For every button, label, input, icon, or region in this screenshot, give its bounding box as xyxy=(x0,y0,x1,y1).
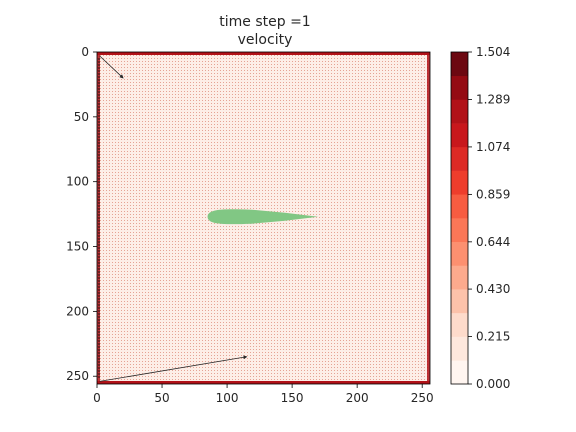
colorbar-tick-label: 1.074 xyxy=(476,140,510,154)
colorbar-bands xyxy=(451,52,468,385)
y-tick-label: 200 xyxy=(66,304,89,318)
colorbar-tick-label: 1.504 xyxy=(476,45,510,59)
y-tick-label: 250 xyxy=(66,369,89,383)
chart-title-line-2: velocity xyxy=(238,32,293,48)
x-tick-label: 0 xyxy=(93,391,101,405)
plot-frame xyxy=(96,51,431,385)
x-tick-label: 100 xyxy=(216,391,239,405)
x-tick-label: 50 xyxy=(154,391,169,405)
colorbar-band xyxy=(451,265,468,290)
colorbar-band xyxy=(451,336,468,361)
chart-title-line-1: time step =1 xyxy=(219,14,310,30)
colorbar-band xyxy=(451,52,468,77)
x-tick-label: 250 xyxy=(411,391,434,405)
colorbar-band xyxy=(451,123,468,148)
colorbar-band xyxy=(451,146,468,171)
boundary-bottom xyxy=(97,381,430,384)
y-tick-label: 150 xyxy=(66,240,89,254)
y-axis: 0 50 100 150 200 250 xyxy=(66,45,97,383)
obstacle-layer xyxy=(207,209,319,225)
boundary-layer xyxy=(97,52,430,384)
colorbar-tick-label: 1.289 xyxy=(476,92,510,106)
colorbar-band xyxy=(451,75,468,100)
obstacle-body xyxy=(207,209,319,225)
x-tick-label: 200 xyxy=(346,391,369,405)
colorbar-band xyxy=(451,241,468,266)
y-tick-label: 0 xyxy=(81,45,89,59)
colorbar-band xyxy=(451,170,468,195)
colorbar-band xyxy=(451,360,468,385)
colorbar-tick-label: 0.000 xyxy=(476,377,510,391)
colorbar-tick-label: 0.859 xyxy=(476,187,510,201)
boundary-right xyxy=(427,52,430,384)
annotation-layer xyxy=(99,55,248,382)
y-tick-label: 100 xyxy=(66,175,89,189)
colorbar-tick-label: 0.644 xyxy=(476,235,510,249)
y-tick-label: 50 xyxy=(74,110,89,124)
x-axis: 0 50 100 150 200 250 xyxy=(93,384,434,405)
colorbar-band xyxy=(451,218,468,243)
colorbar-frame xyxy=(450,51,469,385)
colorbar-band xyxy=(451,194,468,219)
colorbar-band xyxy=(451,289,468,314)
colorbar-tick-label: 0.215 xyxy=(476,330,510,344)
colorbar-tick-label: 0.430 xyxy=(476,282,510,296)
colorbar-band xyxy=(451,99,468,124)
velocity-arrow-1 xyxy=(99,355,248,382)
plot-area xyxy=(96,51,431,385)
colorbar-band xyxy=(451,312,468,337)
boundary-top xyxy=(97,52,430,55)
velocity-arrow-0 xyxy=(99,55,124,79)
x-tick-label: 150 xyxy=(281,391,304,405)
colorbar: 0.000 0.215 0.430 0.644 0.859 1.074 1.289 1.504 xyxy=(450,45,510,391)
colorbar-ticks: 0.000 0.215 0.430 0.644 0.859 1.074 1.289 1.504 xyxy=(468,45,510,391)
